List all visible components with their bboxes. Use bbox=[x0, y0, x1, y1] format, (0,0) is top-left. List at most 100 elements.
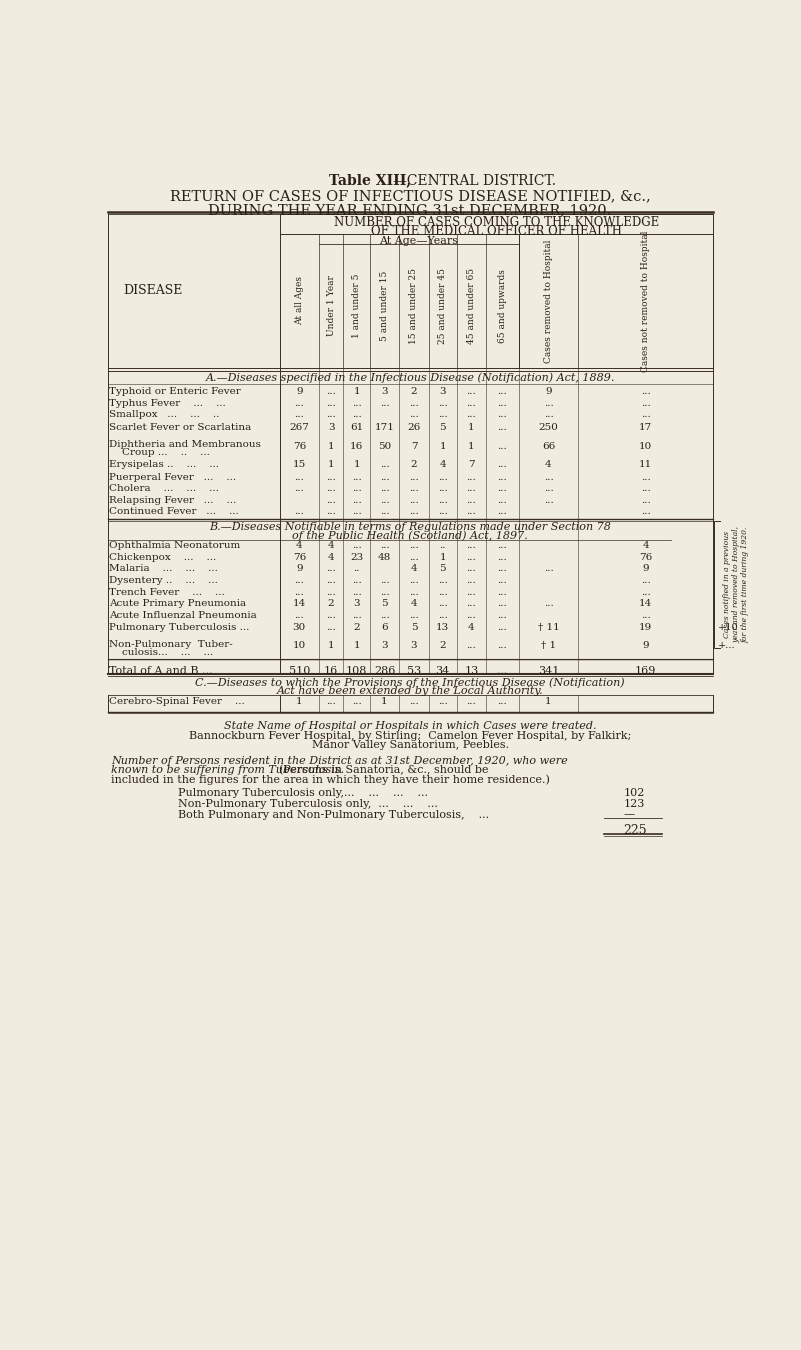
Text: ...: ... bbox=[544, 485, 553, 493]
Text: ...: ... bbox=[326, 495, 336, 505]
Text: ...: ... bbox=[497, 386, 507, 396]
Text: Total of A and B ...: Total of A and B ... bbox=[110, 667, 213, 676]
Text: ...: ... bbox=[497, 508, 507, 517]
Text: ...: ... bbox=[295, 485, 304, 493]
Text: ...: ... bbox=[409, 485, 419, 493]
Text: 1 and under 5: 1 and under 5 bbox=[352, 273, 361, 338]
Text: 10: 10 bbox=[639, 441, 652, 451]
Text: ...: ... bbox=[544, 495, 553, 505]
Text: ...: ... bbox=[497, 410, 507, 420]
Text: 267: 267 bbox=[289, 423, 309, 432]
Text: 76: 76 bbox=[639, 554, 652, 562]
Text: Relapsing Fever   ...    ...: Relapsing Fever ... ... bbox=[110, 495, 236, 505]
Text: ...: ... bbox=[466, 641, 477, 651]
Text: 1: 1 bbox=[545, 697, 552, 706]
Text: 14: 14 bbox=[639, 599, 652, 608]
Text: Cases removed to Hospital: Cases removed to Hospital bbox=[544, 239, 553, 363]
Text: ...: ... bbox=[438, 410, 448, 420]
Text: ...: ... bbox=[497, 472, 507, 482]
Text: ...: ... bbox=[466, 386, 477, 396]
Text: ...: ... bbox=[466, 485, 477, 493]
Text: ...: ... bbox=[295, 398, 304, 408]
Text: ...: ... bbox=[409, 576, 419, 585]
Text: ...: ... bbox=[641, 386, 650, 396]
Text: 9: 9 bbox=[545, 386, 552, 396]
Text: 16: 16 bbox=[350, 441, 364, 451]
Text: ...: ... bbox=[497, 697, 507, 706]
Text: Number of Persons resident in the District as at 31st December, 1920, who were: Number of Persons resident in the Distri… bbox=[111, 756, 568, 765]
Text: ...: ... bbox=[326, 587, 336, 597]
Text: ...: ... bbox=[326, 410, 336, 420]
Text: Malaria    ...    ...    ...: Malaria ... ... ... bbox=[110, 564, 219, 574]
Text: 2: 2 bbox=[440, 641, 446, 651]
Text: 3: 3 bbox=[328, 423, 334, 432]
Text: ...: ... bbox=[380, 460, 389, 470]
Text: Under 1 Year: Under 1 Year bbox=[327, 275, 336, 336]
Text: ...: ... bbox=[497, 554, 507, 562]
Text: 9: 9 bbox=[642, 641, 649, 651]
Text: ...: ... bbox=[295, 410, 304, 420]
Text: ...: ... bbox=[409, 495, 419, 505]
Text: State Name of Hospital or Hospitals in which Cases were treated.: State Name of Hospital or Hospitals in w… bbox=[223, 721, 597, 730]
Text: ...: ... bbox=[497, 541, 507, 551]
Text: Smallpox   ...    ...    ..: Smallpox ... ... .. bbox=[110, 410, 219, 420]
Text: ...: ... bbox=[409, 472, 419, 482]
Text: ..: .. bbox=[353, 564, 360, 574]
Text: ...: ... bbox=[497, 610, 507, 620]
Text: 15: 15 bbox=[292, 460, 306, 470]
Text: ...: ... bbox=[352, 541, 361, 551]
Text: 1: 1 bbox=[296, 697, 303, 706]
Text: ...: ... bbox=[497, 667, 508, 676]
Text: ...: ... bbox=[497, 423, 507, 432]
Text: ...: ... bbox=[438, 587, 448, 597]
Text: ...: ... bbox=[409, 410, 419, 420]
Text: Act have been extended by the Local Authority.: Act have been extended by the Local Auth… bbox=[277, 686, 543, 695]
Text: ...: ... bbox=[497, 587, 507, 597]
Text: 26: 26 bbox=[408, 423, 421, 432]
Text: Erysipelas ..    ...    ...: Erysipelas .. ... ... bbox=[110, 460, 219, 470]
Text: ...: ... bbox=[438, 485, 448, 493]
Text: Acute Primary Pneumonia: Acute Primary Pneumonia bbox=[110, 599, 247, 608]
Text: 34: 34 bbox=[436, 667, 450, 676]
Text: ...: ... bbox=[497, 495, 507, 505]
Text: ...: ... bbox=[641, 472, 650, 482]
Text: 1: 1 bbox=[353, 641, 360, 651]
Text: Acute Influenzal Pneumonia: Acute Influenzal Pneumonia bbox=[110, 610, 257, 620]
Text: ...: ... bbox=[326, 472, 336, 482]
Text: ...: ... bbox=[409, 554, 419, 562]
Text: At all Ages: At all Ages bbox=[295, 277, 304, 325]
Text: 286: 286 bbox=[374, 667, 395, 676]
Text: ...: ... bbox=[295, 610, 304, 620]
Text: 3: 3 bbox=[440, 386, 446, 396]
Text: ...: ... bbox=[466, 410, 477, 420]
Text: DISEASE: DISEASE bbox=[123, 284, 183, 297]
Text: ...: ... bbox=[380, 495, 389, 505]
Text: ...: ... bbox=[466, 610, 477, 620]
Text: ...: ... bbox=[352, 610, 361, 620]
Text: ...: ... bbox=[466, 495, 477, 505]
Text: At Age—Years: At Age—Years bbox=[379, 236, 458, 246]
Text: Bannockburn Fever Hospital, by Stirling;  Camelon Fever Hospital, by Falkirk;: Bannockburn Fever Hospital, by Stirling;… bbox=[189, 732, 631, 741]
Text: 4: 4 bbox=[411, 599, 417, 608]
Text: 23: 23 bbox=[350, 554, 364, 562]
Text: 3: 3 bbox=[381, 641, 388, 651]
Text: 16: 16 bbox=[324, 667, 338, 676]
Text: ...: ... bbox=[641, 495, 650, 505]
Text: RETURN OF CASES OF INFECTIOUS DISEASE NOTIFIED, &c.,: RETURN OF CASES OF INFECTIOUS DISEASE NO… bbox=[170, 189, 650, 202]
Text: ...: ... bbox=[380, 576, 389, 585]
Text: Non-Pulmonary Tuberculosis only,  ...    ...    ...: Non-Pulmonary Tuberculosis only, ... ...… bbox=[178, 799, 437, 809]
Text: ...: ... bbox=[438, 495, 448, 505]
Text: 250: 250 bbox=[538, 423, 558, 432]
Text: (Persons in Sanatoria, &c., should be: (Persons in Sanatoria, &c., should be bbox=[272, 765, 489, 775]
Text: Cerebro-Spinal Fever    ...: Cerebro-Spinal Fever ... bbox=[110, 697, 245, 706]
Text: Manor Valley Sanatorium, Peebles.: Manor Valley Sanatorium, Peebles. bbox=[312, 740, 509, 751]
Text: 65 and upwards: 65 and upwards bbox=[498, 269, 507, 343]
Text: 1: 1 bbox=[328, 441, 334, 451]
Text: Croup ...    ..    ...: Croup ... .. ... bbox=[110, 448, 211, 456]
Text: ...: ... bbox=[380, 398, 389, 408]
Text: ...: ... bbox=[641, 410, 650, 420]
Text: 13: 13 bbox=[465, 667, 478, 676]
Text: 1: 1 bbox=[328, 641, 334, 651]
Text: 341: 341 bbox=[537, 667, 559, 676]
Text: 48: 48 bbox=[378, 554, 391, 562]
